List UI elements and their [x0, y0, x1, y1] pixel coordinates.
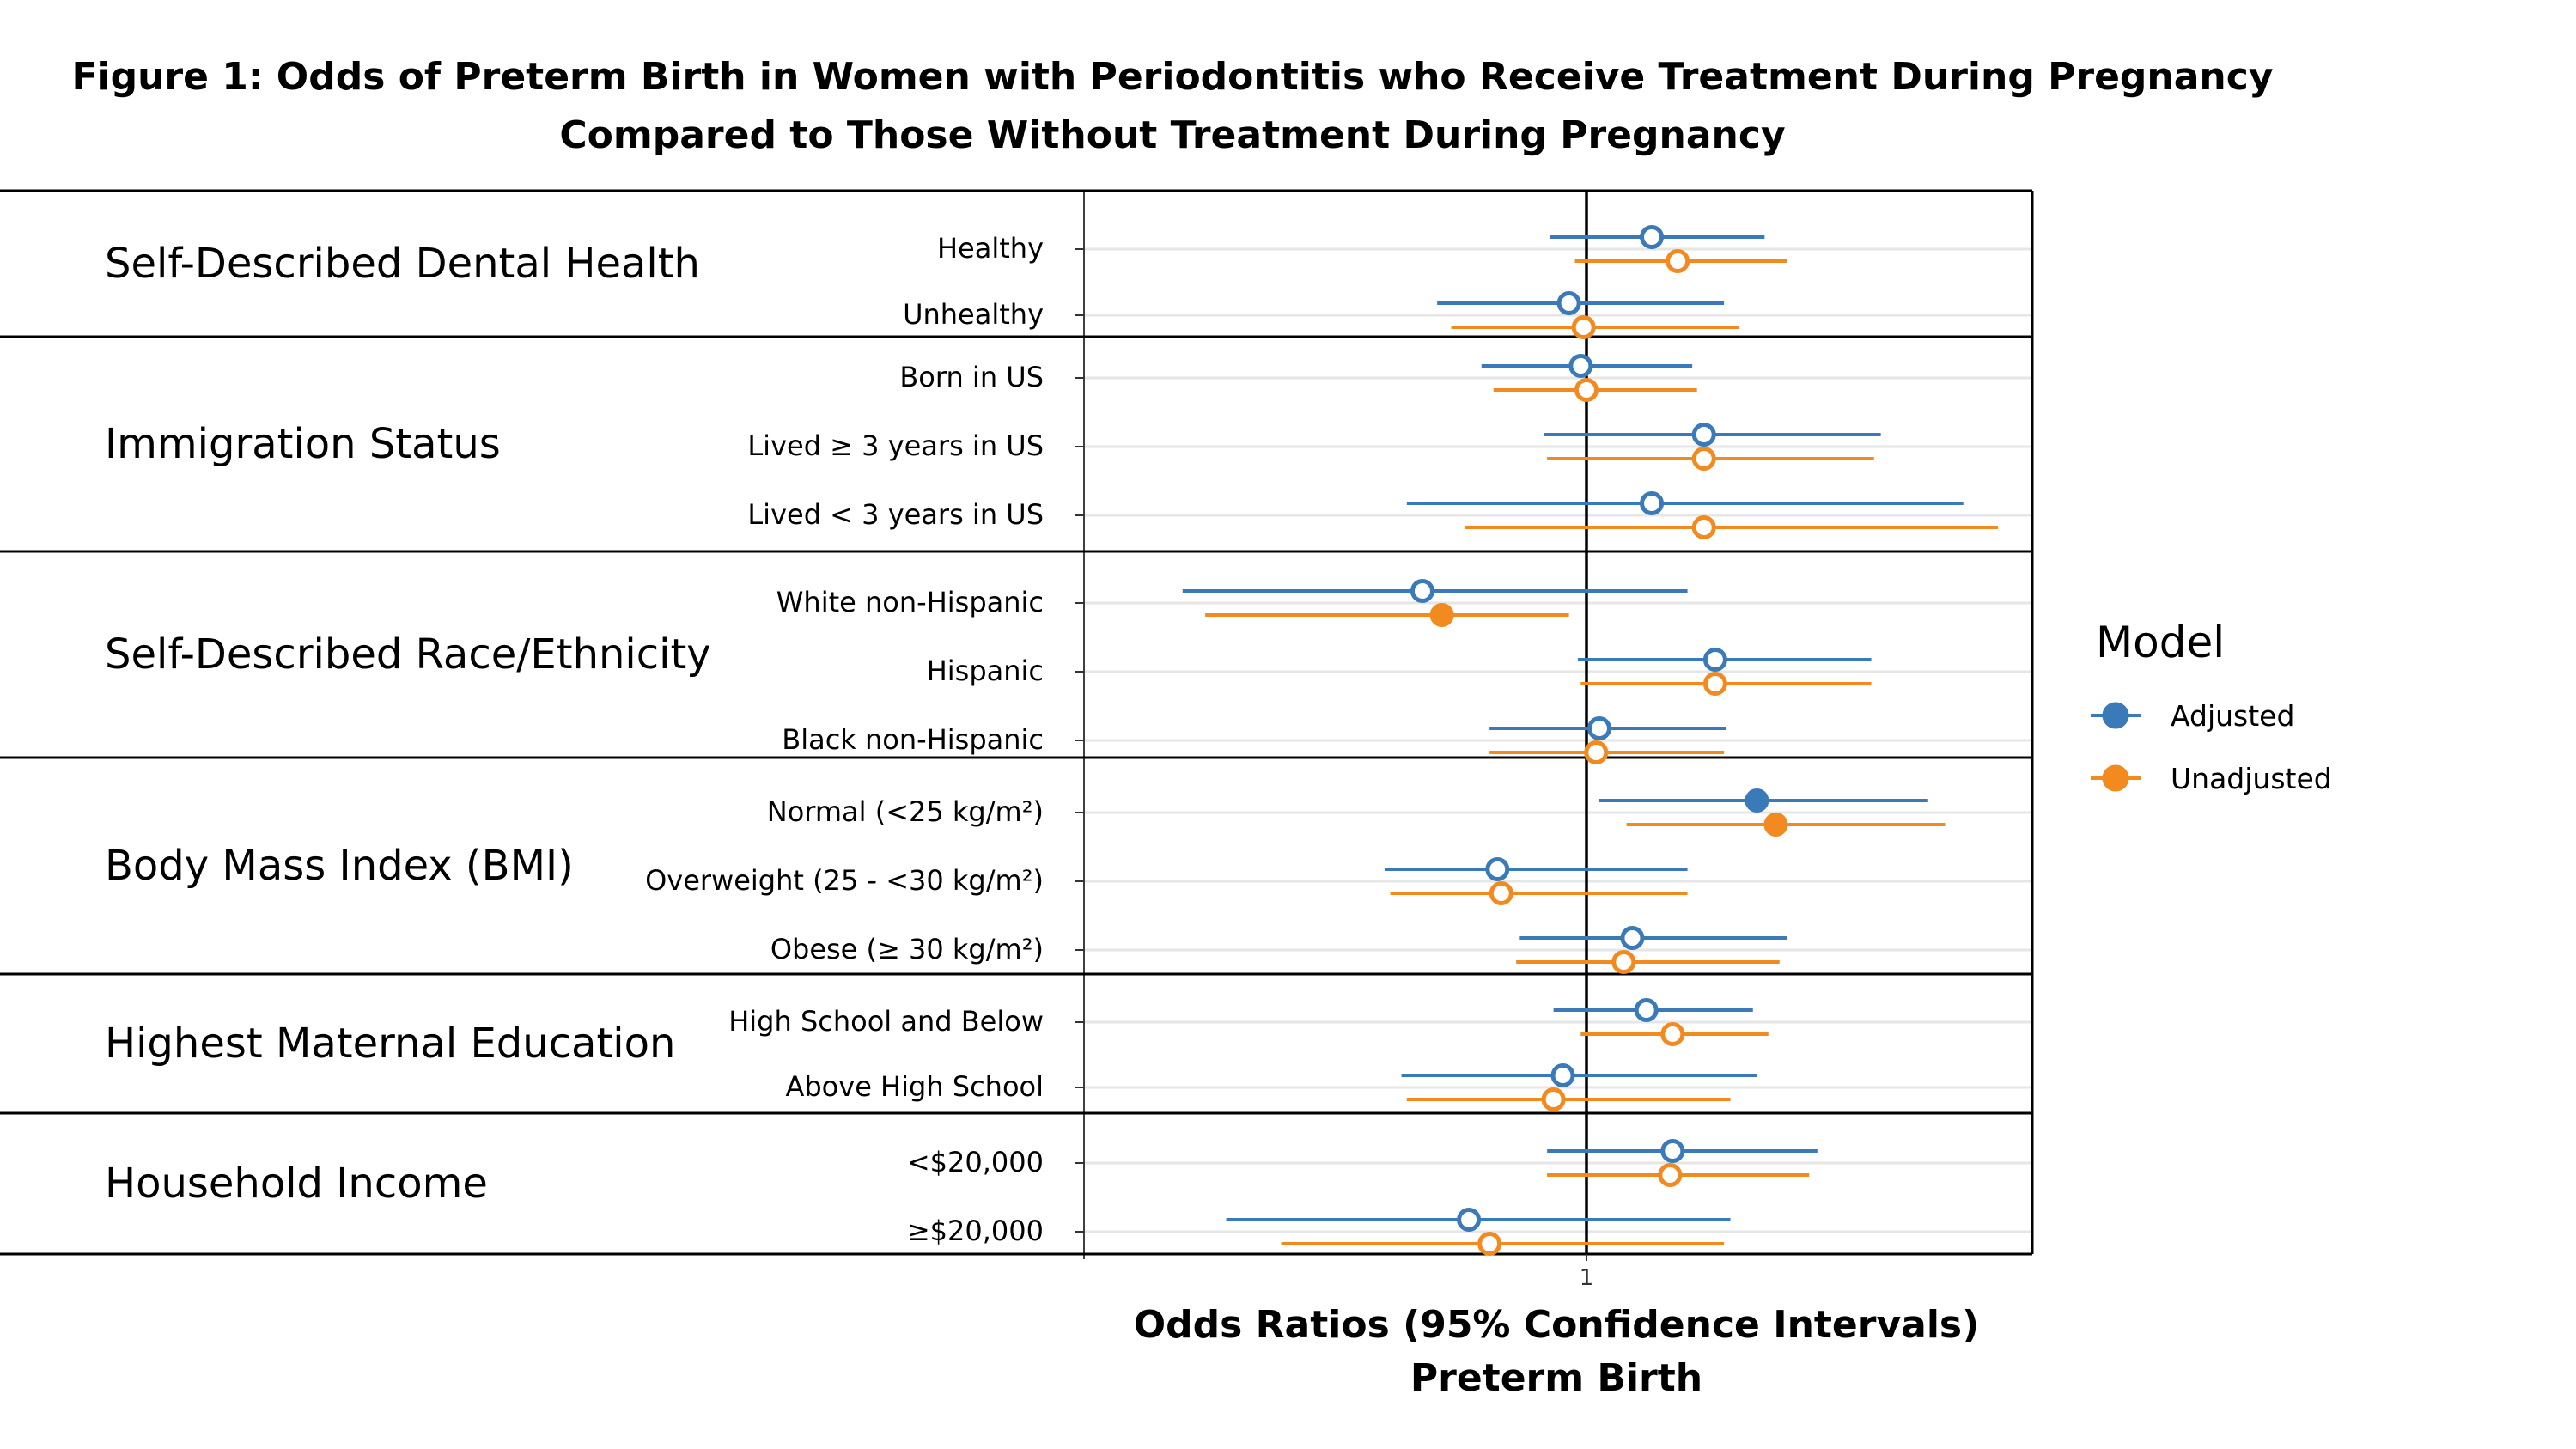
group-label: Highest Maternal Education: [105, 1020, 675, 1068]
row-label: Born in US: [899, 361, 1044, 393]
adjusted-point: [1556, 291, 1581, 315]
unadjusted-point: [1660, 1022, 1685, 1046]
row-label: Overweight (25 - <30 kg/m²): [645, 864, 1044, 897]
group-label: Household Income: [105, 1160, 488, 1208]
row-label: High School and Below: [728, 1005, 1044, 1038]
group-label: Immigration Status: [105, 420, 501, 468]
unadjusted-point: [1763, 813, 1788, 837]
unadjusted-point: [1429, 603, 1454, 627]
group-label: Body Mass Index (BMI): [105, 842, 574, 890]
x-axis-label: Odds Ratios (95% Confidence Intervals): [1134, 1303, 1979, 1347]
legend-key-point: [2102, 702, 2129, 729]
adjusted-point: [1702, 648, 1727, 672]
adjusted-point: [1640, 225, 1665, 249]
legend-key-point: [2102, 764, 2129, 792]
unadjusted-point: [1702, 672, 1727, 696]
adjusted-point: [1457, 1208, 1482, 1232]
unadjusted-point: [1666, 249, 1690, 273]
row-label: <$20,000: [907, 1146, 1044, 1178]
x-tick-label: 1: [1580, 1265, 1594, 1291]
unadjusted-point: [1691, 447, 1716, 471]
adjusted-point: [1745, 788, 1769, 813]
chart-title-block: Figure 1: Odds of Preterm Birth in Women…: [0, 48, 2345, 165]
row-label: Obese (≥ 30 kg/m²): [770, 933, 1044, 965]
row-label: Lived < 3 years in US: [747, 498, 1044, 531]
adjusted-point: [1620, 926, 1645, 950]
row-label: Healthy: [937, 232, 1044, 265]
adjusted-point: [1691, 423, 1716, 447]
x-axis-label-2: Preterm Birth: [1410, 1356, 1702, 1400]
row-label: White non-Hispanic: [776, 586, 1044, 618]
adjusted-point: [1485, 857, 1510, 881]
unadjusted-point: [1584, 740, 1609, 764]
unadjusted-point: [1477, 1232, 1502, 1256]
legend-title: Model: [2096, 618, 2225, 667]
adjusted-point: [1568, 354, 1593, 378]
row-label: Lived ≥ 3 years in US: [747, 429, 1044, 462]
adjusted-point: [1410, 579, 1434, 603]
unadjusted-point: [1541, 1087, 1566, 1111]
adjusted-point: [1660, 1139, 1685, 1163]
chart-title: Figure 1: Odds of Preterm Birth in Women…: [71, 55, 2274, 99]
row-label: Black non-Hispanic: [782, 723, 1044, 756]
adjusted-point: [1550, 1063, 1575, 1087]
row-label: ≥$20,000: [907, 1215, 1044, 1247]
adjusted-point: [1586, 716, 1611, 740]
unadjusted-point: [1691, 515, 1716, 539]
unadjusted-point: [1611, 950, 1636, 974]
unadjusted-point: [1571, 315, 1596, 339]
legend-item-label: Adjusted: [2171, 699, 2294, 733]
row-label: Normal (<25 kg/m²): [767, 795, 1044, 828]
chart-subtitle: Compared to Those Without Treatment Duri…: [559, 113, 1786, 157]
unadjusted-point: [1489, 881, 1513, 905]
group-label: Self-Described Dental Health: [105, 240, 700, 288]
row-label: Hispanic: [927, 654, 1044, 687]
group-label: Self-Described Race/Ethnicity: [105, 630, 711, 679]
legend-item-label: Unadjusted: [2171, 762, 2332, 795]
unadjusted-point: [1574, 378, 1599, 402]
adjusted-point: [1640, 491, 1665, 515]
row-label: Above High School: [785, 1070, 1044, 1103]
adjusted-point: [1634, 998, 1659, 1022]
row-label: Unhealthy: [903, 298, 1044, 331]
unadjusted-point: [1658, 1163, 1683, 1187]
